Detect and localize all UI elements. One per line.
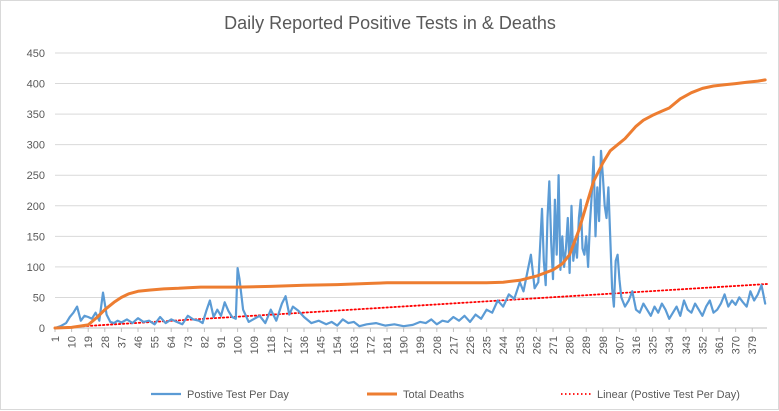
x-tick-label: 217 — [448, 336, 460, 354]
x-tick-label: 127 — [282, 336, 294, 354]
y-tick-label: 100 — [27, 262, 45, 274]
x-tick-label: 172 — [365, 336, 377, 354]
x-tick-label: 37 — [116, 336, 128, 348]
y-axis-ticks: 0 50 100 150 200 250 300 350 400 450 — [27, 48, 45, 335]
x-tick-label: 154 — [332, 336, 344, 354]
chart-title: Daily Reported Positive Tests in & Death… — [224, 13, 556, 33]
series-line-0 — [53, 149, 767, 330]
x-tick-label: 28 — [100, 336, 112, 348]
y-tick-label: 300 — [27, 140, 45, 152]
x-tick-label: 271 — [548, 336, 560, 354]
x-tick-label: 361 — [714, 336, 726, 354]
y-tick-label: 200 — [27, 201, 45, 213]
series-line-1 — [53, 78, 767, 330]
x-tick-label: 307 — [614, 336, 626, 354]
y-tick-label: 50 — [33, 292, 45, 304]
x-tick-label: 235 — [482, 336, 494, 354]
x-tick-label: 82 — [199, 336, 211, 348]
y-tick-label: 400 — [27, 79, 45, 91]
x-tick-label: 253 — [515, 336, 527, 354]
x-tick-label: 370 — [731, 336, 743, 354]
x-tick-label: 208 — [432, 336, 444, 354]
x-tick-label: 190 — [399, 336, 411, 354]
x-tick-label: 109 — [249, 336, 261, 354]
x-tick-label: 379 — [747, 336, 759, 354]
x-tick-label: 289 — [581, 336, 593, 354]
x-tick-label: 46 — [133, 336, 145, 348]
x-tick-label: 199 — [415, 336, 427, 354]
y-tick-label: 150 — [27, 231, 45, 243]
x-tick-label: 262 — [531, 336, 543, 354]
legend-label: Total Deaths — [403, 389, 465, 401]
plot-area — [53, 78, 768, 330]
x-tick-label: 298 — [598, 336, 610, 354]
series-line-2 — [54, 283, 768, 329]
y-tick-label: 250 — [27, 170, 45, 182]
x-tick-label: 73 — [183, 336, 195, 348]
x-tick-label: 181 — [382, 336, 394, 354]
x-tick-label: 64 — [166, 336, 178, 348]
x-tick-label: 226 — [465, 336, 477, 354]
x-tick-label: 244 — [498, 336, 510, 354]
gridlines — [55, 52, 767, 329]
x-tick-label: 145 — [316, 336, 328, 354]
x-tick-label: 325 — [648, 336, 660, 354]
legend: Postive Test Per Day Total Deaths Linear (… — [151, 389, 740, 401]
x-tick-label: 10 — [67, 336, 79, 348]
x-tick-label: 100 — [233, 336, 245, 354]
x-tick-label: 19 — [83, 336, 95, 348]
x-tick-label: 136 — [299, 336, 311, 354]
y-tick-label: 0 — [39, 323, 45, 335]
x-tick-label: 118 — [266, 336, 278, 354]
x-tick-label: 280 — [565, 336, 577, 354]
x-tick-label: 352 — [697, 336, 709, 354]
y-tick-label: 450 — [27, 48, 45, 60]
x-tick-label: 1 — [50, 336, 62, 342]
x-tick-label: 55 — [150, 336, 162, 348]
x-tick-label: 163 — [349, 336, 361, 354]
x-axis-ticks: 1 10 19 28 37 46 55 64 73 82 91 100 109 118 127 136 145 1… — [50, 328, 759, 354]
x-tick-label: 316 — [631, 336, 643, 354]
legend-label: Linear (Postive Test Per Day) — [597, 389, 740, 401]
x-tick-label: 91 — [216, 336, 228, 348]
x-tick-label: 343 — [681, 336, 693, 354]
y-tick-label: 350 — [27, 109, 45, 121]
x-tick-label: 334 — [664, 336, 676, 354]
legend-label: Postive Test Per Day — [187, 389, 289, 401]
